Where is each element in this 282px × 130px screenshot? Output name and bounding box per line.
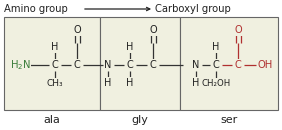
Text: OH: OH: [258, 60, 273, 70]
Text: C: C: [213, 60, 219, 70]
Text: Amino group: Amino group: [4, 4, 68, 14]
Text: H: H: [192, 78, 200, 88]
Bar: [100, 17, 180, 110]
Text: O: O: [149, 25, 157, 35]
Text: O: O: [73, 25, 81, 35]
Bar: [4, 17, 100, 110]
Text: N: N: [104, 60, 112, 70]
Text: H: H: [126, 42, 134, 52]
Text: ala: ala: [43, 115, 60, 125]
Text: gly: gly: [132, 115, 148, 125]
Text: C: C: [127, 60, 133, 70]
Text: C: C: [150, 60, 157, 70]
Text: H: H: [126, 78, 134, 88]
Text: C: C: [235, 60, 241, 70]
Text: H: H: [212, 42, 220, 52]
Text: H$_2$N: H$_2$N: [10, 58, 30, 72]
Text: H: H: [104, 78, 112, 88]
Text: H: H: [51, 42, 59, 52]
Text: CH₂OH: CH₂OH: [201, 79, 231, 87]
Text: N: N: [192, 60, 200, 70]
Text: C: C: [74, 60, 80, 70]
Bar: [180, 17, 278, 110]
Text: Carboxyl group: Carboxyl group: [155, 4, 231, 14]
Text: O: O: [234, 25, 242, 35]
Text: C: C: [52, 60, 58, 70]
Text: ser: ser: [220, 115, 238, 125]
Text: CH₃: CH₃: [47, 79, 63, 87]
